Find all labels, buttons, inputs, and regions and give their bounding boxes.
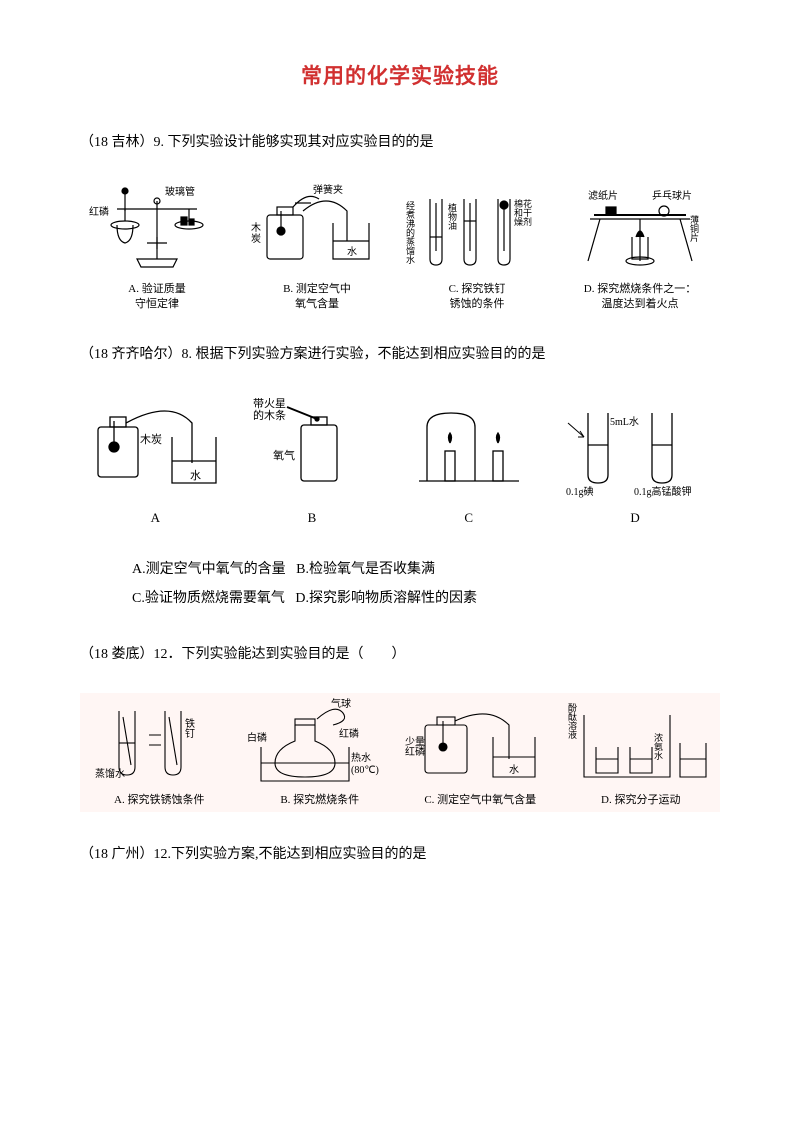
q3-fig-c-cap: C. 测定空气中氧气含量 [424,793,536,808]
q2-figures: 木炭 水 A 带火星 的木条 氧气 B [80,393,720,527]
q1-fig-d-caption: D. 探究燃烧条件之一：温度达到着火点 [584,282,696,312]
q2-fig-c: C [393,393,544,527]
q3-fig-d-cap: D. 探究分子运动 [601,793,680,808]
q3-fig-b: 气球 红磷 白磷 热水 (80℃) B. 探究燃烧条件 [243,697,398,808]
q3-fig-a-cap: A. 探究铁锈蚀条件 [114,793,204,808]
label-hotwater: 热水 [351,751,371,764]
q3-fig-c: 少量红磷 水 C. 测定空气中氧气含量 [403,697,558,808]
label-pingpong: 乒乓球片 [652,189,692,202]
q1-fig-b: 弹簧夹 木炭 水 B. 测定空气中氧气含量 [240,181,394,312]
q2-fig-d: 5mL水 0.1g碘 0.1g高锰酸钾 D [550,393,720,527]
label-o2: 氧气 [273,448,295,462]
page: 常用的化学实验技能 （18 吉林）9. 下列实验设计能够实现其对应实验目的的是 [0,0,800,933]
q2-fig-b: 带火星 的木条 氧气 B [237,393,388,527]
label-whitep: 白磷 [247,731,267,744]
label-filter: 滤纸片 [588,189,618,202]
label-water3: 水 [509,764,519,776]
q2-fig-a-alpha: A [151,509,160,527]
q2-fig-a: 木炭 水 A [80,393,231,527]
q2-fig-c-alpha: C [464,509,473,527]
label-5ml: 5mL水 [610,416,639,428]
label-splint1: 带火星 [253,397,286,410]
label-water2: 水 [190,469,201,482]
label-clip: 弹簧夹 [313,183,343,196]
q1-fig-a-caption: A. 验证质量守恒定律 [128,282,185,312]
q2-opt-c: C.验证物质燃烧需要氧气 [132,591,285,606]
label-boiled: 经煮沸的蒸馏水 [406,200,415,265]
q1-stem: （18 吉林）9. 下列实验设计能够实现其对应实验目的的是 [80,128,720,157]
label-water: 水 [347,246,357,258]
q1-fig-d: 滤纸片 乒乓球片 薄铜片 D. 探究燃烧条件之一：温度达到着火点 [560,181,720,312]
q3-fig-d: 酚酞溶液 浓氨水 D. 探究分子运动 [564,697,719,808]
label-redp3: 红磷 [339,727,359,740]
label-glass-tube: 玻璃管 [165,185,195,198]
label-charcoal2: 木炭 [140,433,162,446]
page-title: 常用的化学实验技能 [80,60,720,90]
q2-opt-a: A.测定空气中氧气的含量 [132,562,286,577]
label-phenol: 酚酞溶液 [568,703,577,740]
q3-fig-b-cap: B. 探究燃烧条件 [280,793,359,808]
q1-fig-a: 玻璃管 红磷 A. 验证质量守恒定律 [80,181,234,312]
q2-fig-d-alpha: D [630,509,639,527]
label-charcoal: 木炭 [251,222,261,245]
label-nail3: 铁钉 [185,717,195,740]
label-80c: (80℃) [351,765,379,776]
q4-stem: （18 广州）12.下列实验方案,不能达到相应实验目的的是 [80,840,720,869]
q1-fig-c-caption: C. 探究铁钉锈蚀的条件 [449,282,506,312]
label-red-p: 红磷 [89,205,109,218]
q2-fig-b-alpha: B [308,509,317,527]
label-ammonia: 浓氨水 [654,733,663,761]
label-fewredp: 少量红磷 [405,736,425,758]
label-cu-sheet: 薄铜片 [690,214,699,243]
q3-fig-a: 铁钉 蒸馏水 A. 探究铁锈蚀条件 [82,697,237,808]
q2-stem: （18 齐齐哈尔）8. 根据下列实验方案进行实验，不能达到相应实验目的的是 [80,340,720,369]
label-balloon: 气球 [331,697,351,710]
label-cotton: 棉花和干燥剂 [514,198,532,227]
q1-figures: 玻璃管 红磷 A. 验证质量守恒定律 [80,181,720,312]
q1-fig-b-caption: B. 测定空气中氧气含量 [283,282,351,312]
q2-opt-d: D.探究影响物质溶解性的因素 [295,591,477,606]
label-kmno4: 0.1g高锰酸钾 [634,485,692,498]
q1-fig-c: 经煮沸的蒸馏水 植物油 棉花和干燥剂 C. 探究铁钉锈蚀的条件 [400,181,554,312]
q3-figures: 铁钉 蒸馏水 A. 探究铁锈蚀条件 气球 红磷 白磷 [80,693,720,812]
q2-opt-b: B.检验氧气是否收集满 [296,562,435,577]
label-distilled: 蒸馏水 [95,767,125,780]
label-splint2: 的木条 [253,408,286,422]
q3-stem: （18 娄底）12．下列实验能达到实验目的是（ ） [80,640,720,669]
label-oil: 植物油 [448,202,457,231]
label-iodine: 0.1g碘 [566,485,594,498]
q2-options: A.测定空气中氧气的含量 B.检验氧气是否收集满 C.验证物质燃烧需要氧气 D.… [132,555,720,614]
